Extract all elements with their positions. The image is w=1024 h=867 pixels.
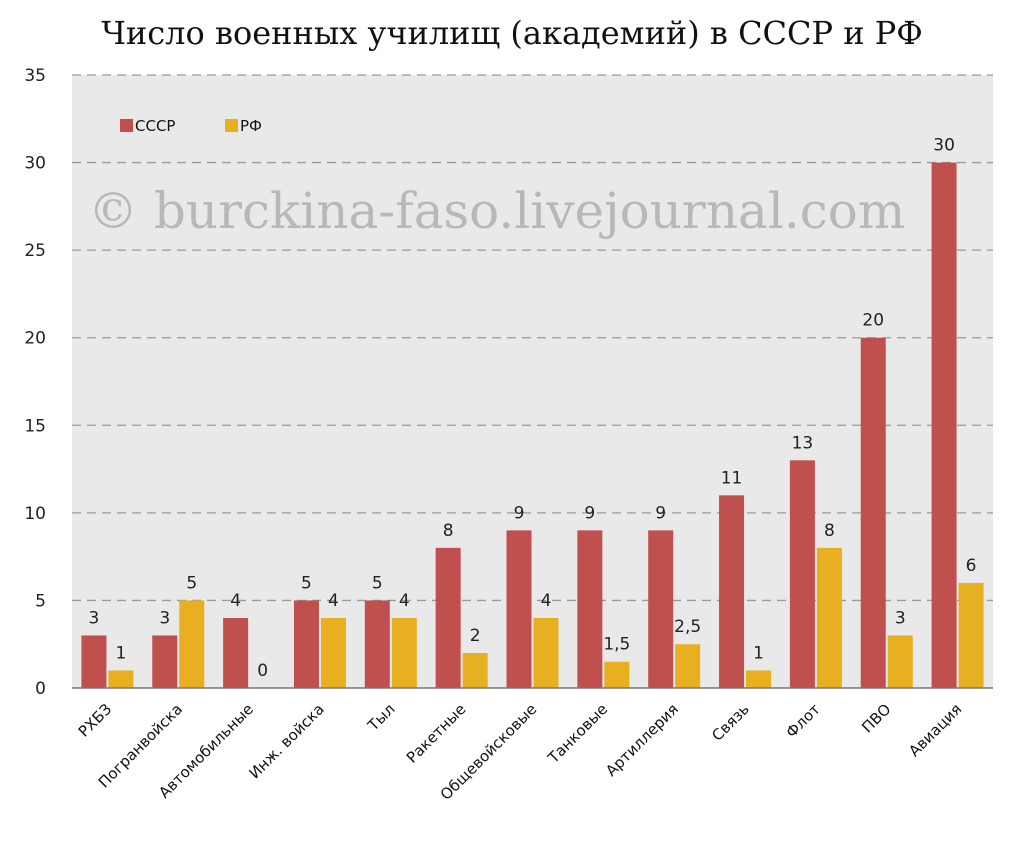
x-tick-label: Флот [782, 700, 823, 741]
data-label: 30 [933, 136, 955, 156]
watermark-text: © burckina-faso.livejournal.com [88, 182, 905, 240]
y-tick-label: 20 [24, 329, 46, 349]
bar-ussr [931, 162, 957, 689]
data-label: 9 [655, 503, 666, 523]
data-label: 9 [514, 503, 525, 523]
y-tick-label: 30 [24, 154, 46, 174]
bar-ussr [81, 635, 107, 688]
data-label: 3 [895, 608, 906, 628]
bar-rf [533, 617, 559, 688]
data-label: 4 [328, 591, 339, 611]
bar-rf [179, 600, 205, 688]
y-tick-label: 15 [24, 416, 46, 436]
data-label: 11 [721, 468, 743, 488]
bar-ussr [506, 530, 532, 688]
data-label: 4 [230, 591, 241, 611]
data-label: 5 [301, 573, 312, 593]
bar-rf [108, 670, 134, 688]
bar-rf [604, 661, 630, 688]
data-label: 20 [862, 311, 884, 331]
y-tick-label: 5 [35, 591, 46, 611]
y-tick-label: 25 [24, 241, 46, 261]
bar-rf [391, 617, 417, 688]
legend-label: РФ [240, 117, 262, 135]
bar-rf [675, 644, 701, 688]
x-tick-label: Тыл [364, 700, 399, 735]
x-tick-label: Инж. войска [246, 700, 328, 782]
legend-swatch [120, 119, 133, 132]
data-label: 4 [541, 591, 552, 611]
bar-ussr [152, 635, 178, 688]
legend-label: СССР [135, 117, 175, 135]
data-label: 4 [399, 591, 410, 611]
data-label: 5 [372, 573, 383, 593]
data-label: 13 [792, 433, 814, 453]
data-label: 3 [89, 608, 100, 628]
y-axis-ticks: 0 5 10 15 20 25 30 35 [24, 66, 46, 699]
bar-rf [816, 547, 842, 688]
data-label: 8 [443, 521, 454, 541]
data-label: 8 [824, 521, 835, 541]
data-label: 3 [159, 608, 170, 628]
y-tick-label: 10 [24, 504, 46, 524]
x-tick-label: Авиация [905, 700, 965, 760]
bar-rf [320, 617, 346, 688]
bar-ussr [293, 600, 319, 688]
x-tick-label: ПВО [858, 700, 894, 736]
bar-ussr [223, 617, 249, 688]
bar-ussr [789, 460, 815, 688]
y-tick-label: 35 [24, 66, 46, 86]
gridlines [72, 74, 993, 602]
bar-ussr [719, 495, 745, 688]
data-label: 1,5 [603, 635, 630, 655]
y-tick-label: 0 [35, 679, 46, 699]
data-label: 2 [470, 626, 481, 646]
bar-rf [462, 652, 488, 688]
legend-swatch [225, 119, 238, 132]
bar-rf [746, 670, 772, 688]
data-label: 0 [257, 661, 268, 681]
x-tick-label: Связь [708, 700, 753, 745]
data-label: 2,5 [674, 617, 701, 637]
bar-ussr [577, 530, 603, 688]
bar-ussr [364, 600, 390, 688]
x-tick-label: Танковые [544, 700, 611, 767]
x-tick-label: РХБЗ [75, 700, 115, 740]
data-label: 6 [966, 556, 977, 576]
bar-rf [958, 582, 984, 688]
plot-area [72, 75, 993, 688]
bar-ussr [435, 547, 461, 688]
bars [81, 162, 984, 689]
legend: СССР РФ [120, 117, 262, 135]
bar-rf [887, 635, 913, 688]
data-label: 5 [186, 573, 197, 593]
data-label: 9 [584, 503, 595, 523]
x-tick-label: Ракетные [403, 700, 470, 767]
bar-ussr [648, 530, 674, 688]
data-label: 1 [753, 643, 764, 663]
data-label: 1 [116, 643, 127, 663]
x-tick-label: Артиллерия [602, 700, 682, 780]
bar-ussr [860, 337, 886, 688]
chart-title: Число военных училищ (академий) в СССР и… [101, 14, 923, 52]
